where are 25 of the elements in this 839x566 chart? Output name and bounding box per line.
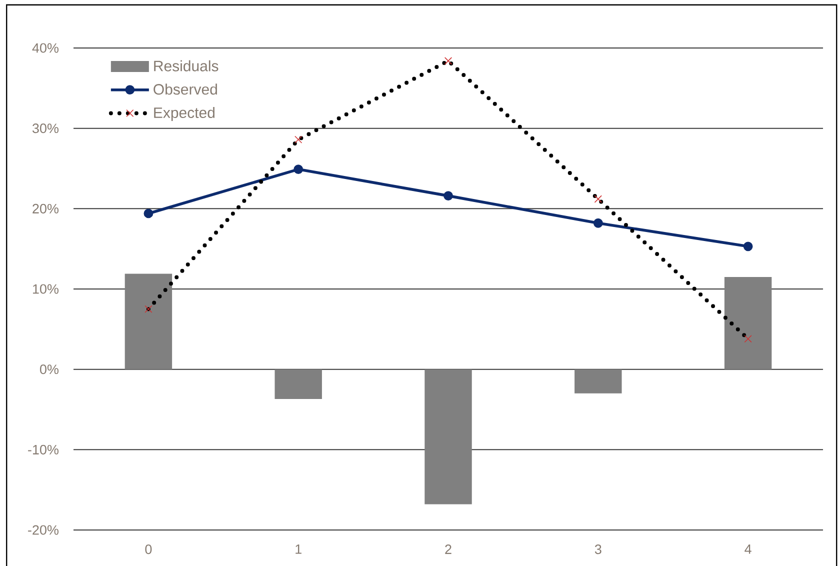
point <box>444 191 453 201</box>
x-tick-label: 0 <box>145 544 152 554</box>
legend-label: Residuals <box>154 60 218 72</box>
bar <box>124 274 172 370</box>
point <box>743 242 753 252</box>
y-tick-label: 20% <box>32 204 58 214</box>
y-tick-label: 30% <box>32 124 58 134</box>
point <box>144 208 154 218</box>
x-tick-label: 2 <box>445 544 452 554</box>
bar <box>574 369 622 394</box>
y-tick-label: -20% <box>28 525 58 535</box>
bar <box>724 276 772 370</box>
point <box>593 218 603 228</box>
y-tick-label: 40% <box>32 43 58 53</box>
legend-label: Observed <box>154 84 217 95</box>
y-tick-label: -10% <box>28 444 58 454</box>
bar <box>424 369 472 504</box>
legend-label: Expected <box>154 107 214 121</box>
point <box>294 164 304 174</box>
x-tick-label: 4 <box>744 544 752 554</box>
y-tick-label: 10% <box>32 284 58 294</box>
x-tick-label: 1 <box>296 544 302 554</box>
x-tick-label: 3 <box>594 544 602 554</box>
y-tick-label: 0% <box>40 364 58 374</box>
bar <box>274 369 322 400</box>
